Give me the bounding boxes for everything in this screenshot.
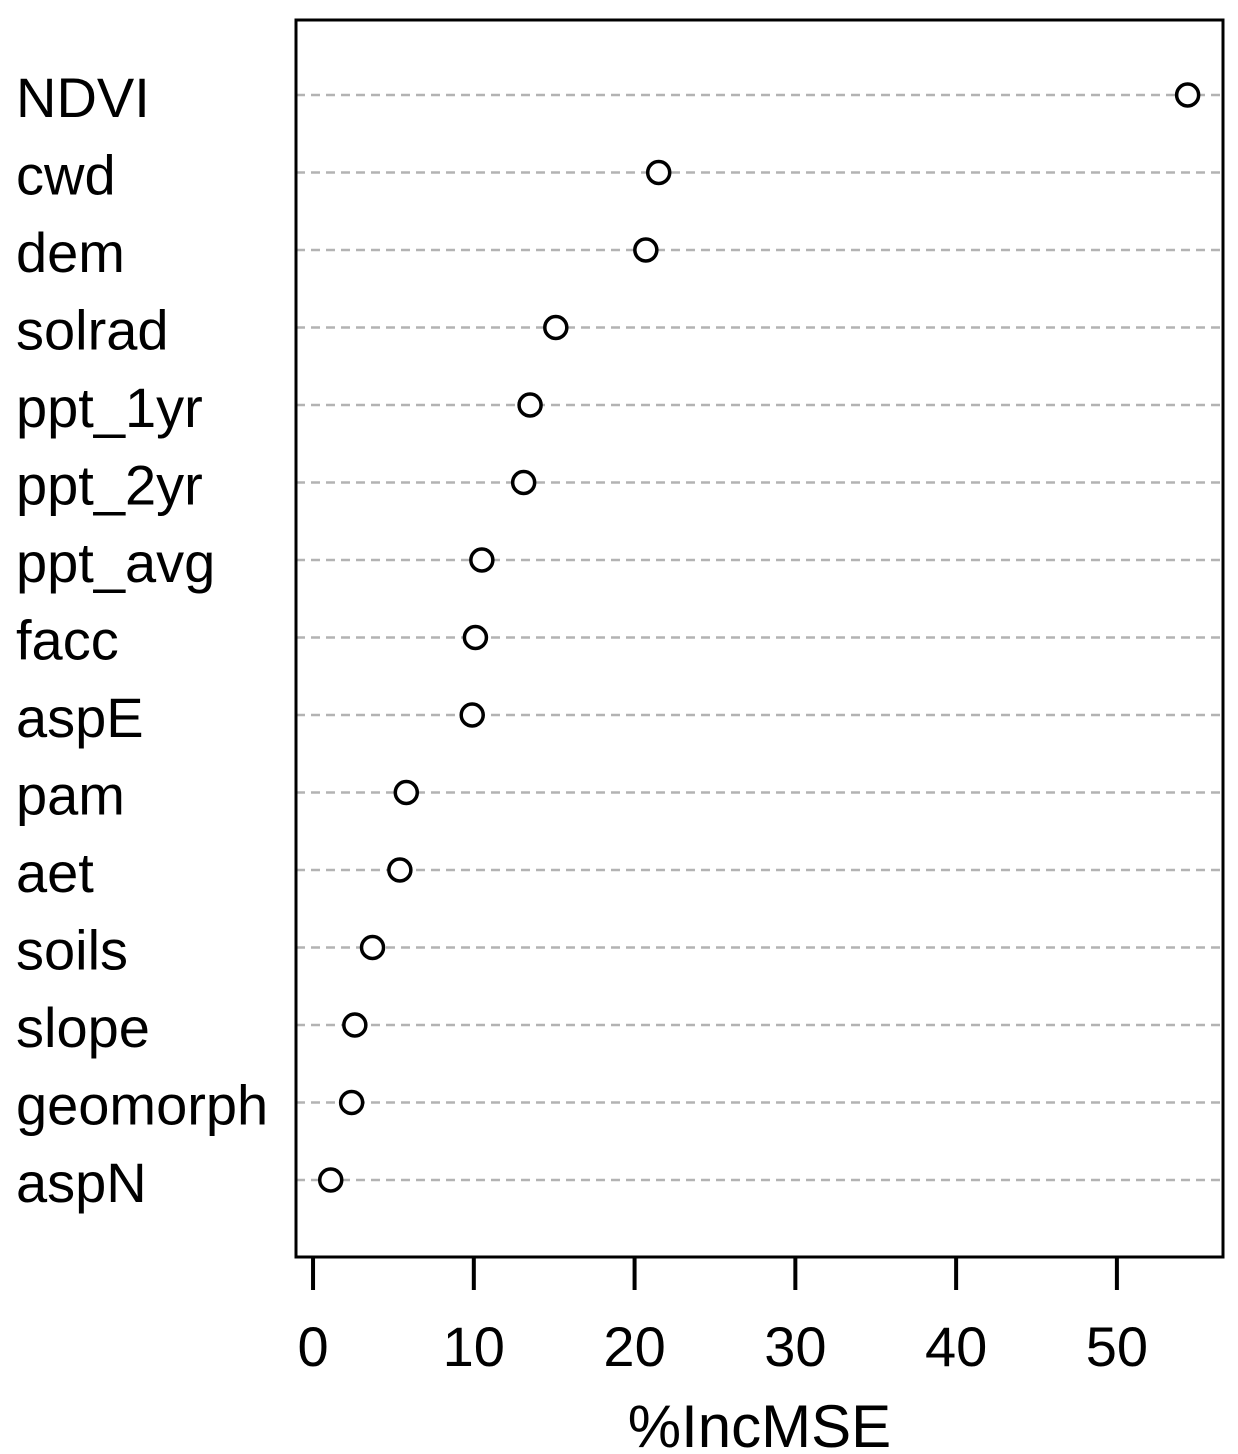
x-tick-label: 0: [297, 1315, 328, 1378]
data-point: [459, 702, 485, 728]
data-point: [338, 1089, 365, 1116]
y-axis-label: ppt_1yr: [16, 376, 203, 439]
data-point: [359, 934, 386, 961]
y-axis-label: ppt_2yr: [16, 453, 203, 516]
y-axis-label: soils: [16, 918, 128, 981]
x-tick-label: 50: [1086, 1315, 1148, 1378]
data-point: [469, 547, 495, 573]
y-axis-label: facc: [16, 608, 119, 671]
data-point: [543, 314, 569, 341]
data-point: [342, 1012, 368, 1038]
data-point: [645, 159, 672, 186]
x-tick-label: 20: [603, 1315, 665, 1378]
data-point: [317, 1167, 344, 1193]
x-axis-title: %IncMSE: [628, 1393, 891, 1454]
data-point: [393, 779, 420, 806]
y-axis-label: dem: [16, 221, 125, 284]
plot-frame: [294, 18, 1225, 1259]
y-axis-label: geomorph: [16, 1073, 268, 1136]
x-tick-label: 30: [764, 1315, 826, 1378]
data-point: [517, 392, 543, 418]
x-tick-label: 10: [443, 1315, 505, 1378]
y-axis-label: aet: [16, 841, 94, 904]
y-axis-label: NDVI: [16, 66, 150, 129]
data-point: [1174, 82, 1201, 108]
y-axis-label: solrad: [16, 298, 169, 361]
y-axis-label: aspE: [16, 686, 144, 749]
y-axis-label: aspN: [16, 1151, 147, 1214]
y-axis-label: pam: [16, 763, 125, 826]
data-point: [462, 624, 489, 651]
x-tick-label: 40: [925, 1315, 987, 1378]
data-point: [387, 857, 413, 883]
data-point: [633, 237, 659, 263]
y-axis-label: slope: [16, 996, 150, 1059]
y-axis-label: ppt_avg: [16, 531, 215, 594]
data-point: [510, 469, 537, 496]
y-axis-label: cwd: [16, 143, 116, 206]
